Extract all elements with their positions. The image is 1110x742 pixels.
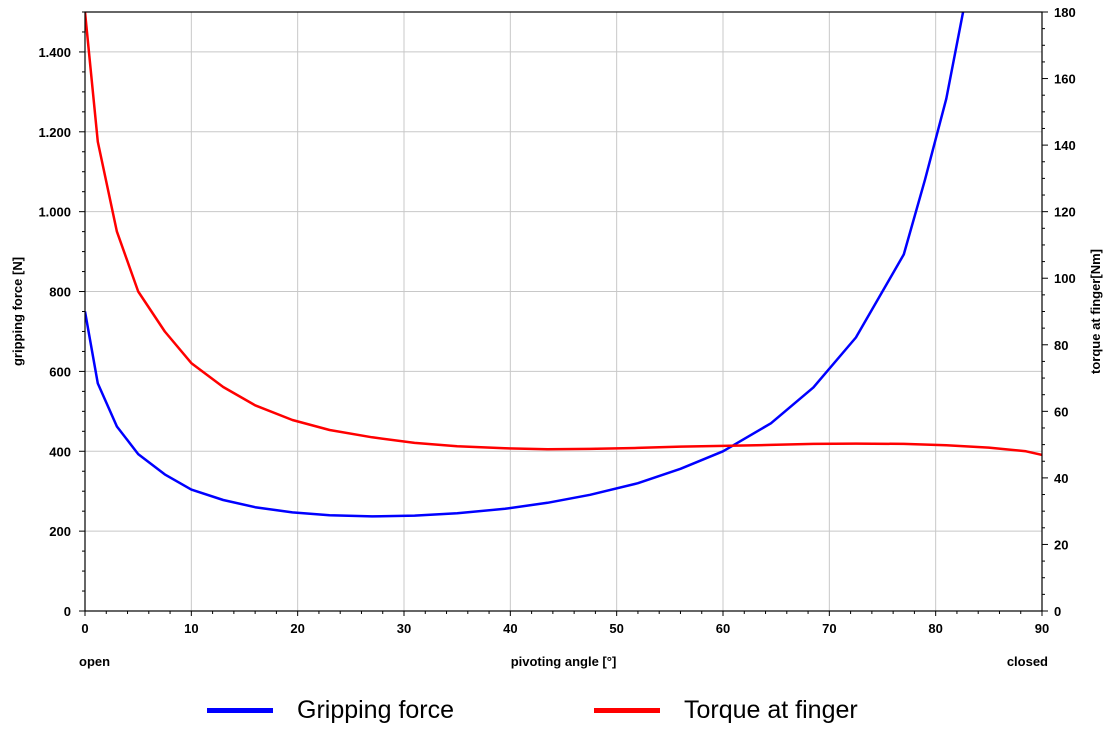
x-start-label: open (79, 654, 110, 669)
y2-tick-label: 40 (1054, 471, 1068, 486)
legend-label-torque: Torque at finger (684, 695, 858, 724)
y2-tick-label: 180 (1054, 5, 1076, 20)
y2-tick-label: 100 (1054, 271, 1076, 286)
x-axis-title: pivoting angle [°] (511, 654, 617, 669)
legend-label-gripping-force: Gripping force (297, 695, 455, 724)
series-line-gripping-force (85, 12, 965, 518)
gridlines (84, 12, 1043, 611)
y2-tick-label: 120 (1054, 205, 1076, 220)
series-lines (85, 12, 1042, 518)
y-tick-label: 0 (64, 604, 71, 619)
y-tick-label: 1.200 (38, 125, 71, 140)
x-tick-label: 90 (1035, 621, 1049, 636)
x-tick-label: 70 (822, 621, 836, 636)
y2-tick-label: 80 (1054, 338, 1068, 353)
y2-tick-label: 160 (1054, 72, 1076, 87)
y2-tick-label: 140 (1054, 138, 1076, 153)
axis-ticks: 0 10 20 30 40 50 60 70 80 9002004006008001.0001.2… (38, 5, 1075, 636)
x-tick-label: 60 (716, 621, 730, 636)
y-axis-title: gripping force [N] (10, 257, 25, 366)
y-tick-label: 1.400 (38, 45, 71, 60)
chart-svg: 0 10 20 30 40 50 60 70 80 9002004006008001.0001.2… (10, 5, 1103, 669)
y-tick-label: 400 (49, 444, 71, 459)
legend-item-torque: Torque at finger (594, 690, 858, 730)
plot-frame (84, 11, 1043, 612)
x-tick-label: 30 (397, 621, 411, 636)
legend: Gripping force Torque at finger (0, 690, 1110, 730)
legend-swatch-torque (594, 707, 660, 713)
x-tick-label: 0 (81, 621, 88, 636)
x-tick-label: 20 (290, 621, 304, 636)
y-tick-label: 600 (49, 364, 71, 379)
x-tick-label: 10 (184, 621, 198, 636)
y-tick-label: 800 (49, 285, 71, 300)
y2-axis-title: torque at finger[Nm] (1088, 249, 1103, 374)
legend-item-gripping-force: Gripping force (207, 690, 454, 730)
x-tick-label: 40 (503, 621, 517, 636)
y2-tick-label: 60 (1054, 404, 1068, 419)
x-end-label: closed (1007, 654, 1048, 669)
x-tick-label: 50 (609, 621, 623, 636)
y2-tick-label: 0 (1054, 604, 1061, 619)
legend-swatch-gripping-force (207, 707, 273, 713)
y-tick-label: 200 (49, 524, 71, 539)
x-tick-label: 80 (928, 621, 942, 636)
y2-tick-label: 20 (1054, 537, 1068, 552)
y-tick-label: 1.000 (38, 205, 71, 220)
series-line-torque (85, 12, 1042, 457)
